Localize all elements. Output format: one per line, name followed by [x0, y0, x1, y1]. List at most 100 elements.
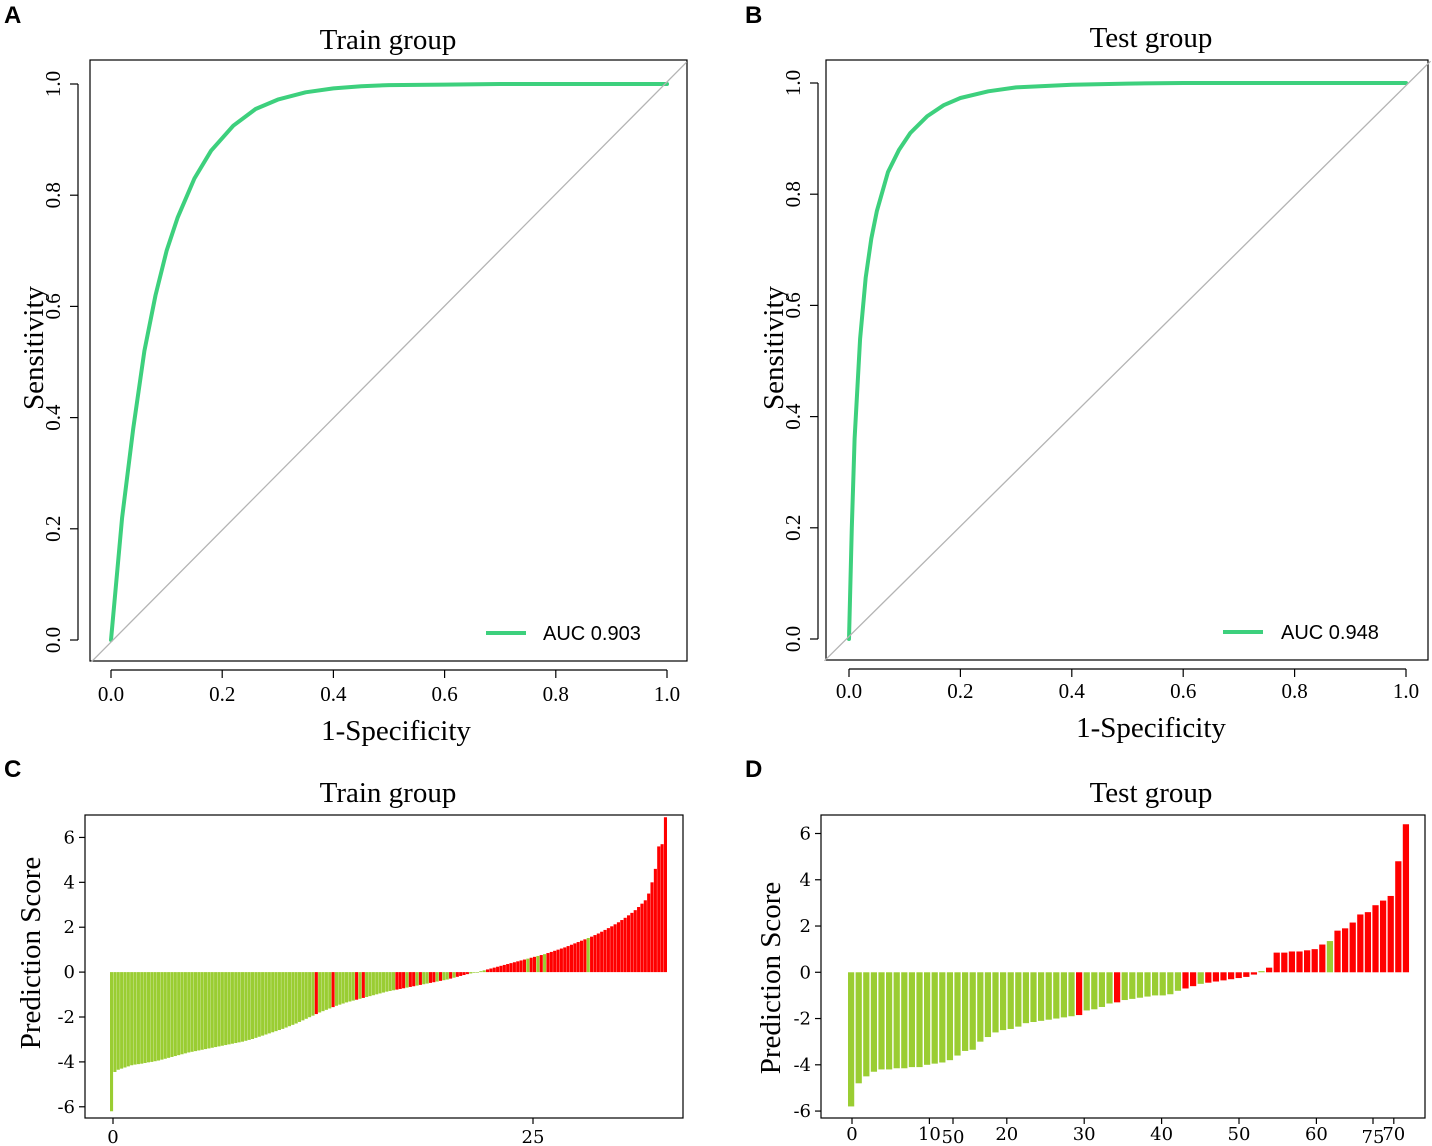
bar	[274, 972, 278, 1032]
bar	[984, 972, 992, 1038]
bar	[954, 972, 961, 1056]
bar	[610, 926, 614, 973]
bar	[886, 972, 893, 1070]
bar	[133, 972, 137, 1065]
bar	[1167, 972, 1174, 995]
bar	[543, 954, 547, 973]
bar	[1030, 972, 1037, 1023]
x-tick-label: 0.2	[209, 682, 235, 706]
bar	[180, 972, 184, 1055]
bar	[526, 958, 530, 973]
bar	[536, 955, 540, 973]
bar	[381, 972, 386, 993]
x-tick-label: 0.6	[1170, 679, 1196, 703]
bar	[234, 972, 238, 1044]
panel-a-roc-curve	[109, 82, 669, 642]
x-tick-label: 0.8	[1281, 679, 1307, 703]
bar	[630, 912, 634, 973]
bar	[576, 942, 580, 973]
x-tick-label: 0.0	[836, 679, 862, 703]
panel-a-x-axis-label: 1-Specificity	[321, 715, 471, 747]
bar	[190, 972, 194, 1052]
bar	[355, 972, 359, 1000]
panel-a-title: Train group	[320, 24, 457, 56]
bar	[1288, 951, 1296, 973]
bar	[1174, 972, 1182, 991]
x-tick-label: 50	[1228, 1124, 1251, 1145]
bar	[240, 972, 245, 1042]
y-tick-label: 0.0	[781, 626, 805, 652]
bar	[1281, 952, 1288, 973]
bar	[408, 972, 412, 987]
bar	[1114, 972, 1121, 1003]
bar	[1182, 972, 1189, 989]
bar	[553, 950, 557, 973]
bar	[1038, 972, 1045, 1021]
panel-a-plot-frame	[89, 59, 688, 662]
bar	[173, 972, 177, 1057]
bar	[187, 972, 191, 1053]
bar	[281, 972, 285, 1029]
bar	[532, 956, 537, 973]
bar	[304, 972, 308, 1019]
bar	[596, 933, 600, 973]
panel-d-y-axis-label: Prediction Score	[755, 882, 787, 1074]
x-tick-label: 40	[1150, 1124, 1173, 1145]
bar	[160, 972, 164, 1060]
bar	[462, 972, 466, 976]
bar	[1273, 952, 1280, 973]
bar	[140, 972, 144, 1064]
bar	[287, 972, 292, 1027]
bar	[647, 893, 651, 973]
bar	[489, 968, 493, 973]
bar	[224, 972, 228, 1046]
bar	[126, 972, 130, 1067]
panel-b-reference-line	[824, 60, 1431, 662]
bar	[1235, 972, 1242, 979]
bar	[1152, 972, 1159, 996]
x-tick-label: 1.0	[1393, 679, 1419, 703]
y-tick-label: 6	[800, 824, 811, 845]
x-tick-label: 10	[918, 1124, 941, 1145]
bar	[586, 938, 590, 973]
bar	[200, 972, 204, 1050]
bar	[640, 903, 644, 973]
bar	[385, 972, 389, 992]
x-tick-label: 0	[846, 1124, 857, 1145]
bar	[566, 946, 570, 973]
bar	[237, 972, 241, 1043]
x-tick-label: 0.4	[320, 682, 347, 706]
bar	[324, 972, 328, 1010]
bar	[398, 972, 402, 989]
y-tick-label: 1.0	[781, 70, 805, 96]
bar	[341, 972, 345, 1004]
panel-c: C Train group 0255075100125150 -6-4-2024…	[4, 756, 1385, 1146]
panel-b-x-axis-label: 1-Specificity	[1076, 712, 1226, 744]
bar	[603, 929, 607, 973]
bar	[351, 972, 355, 1001]
bar	[660, 844, 664, 973]
panel-b-plot-frame	[825, 59, 1429, 661]
y-tick-label: 0	[800, 962, 811, 983]
x-tick-label: 75	[1362, 1127, 1385, 1146]
bar	[977, 972, 984, 1042]
bar	[438, 972, 443, 981]
bar	[1022, 972, 1030, 1024]
bar	[405, 972, 409, 988]
bar	[1190, 972, 1197, 987]
bar	[375, 972, 379, 995]
bar	[257, 972, 261, 1037]
y-tick-label: -2	[57, 1007, 75, 1028]
x-tick-label: 0.2	[947, 679, 973, 703]
panel-a-legend-label: AUC 0.903	[543, 623, 641, 645]
bar	[432, 972, 436, 983]
bar	[969, 972, 976, 1050]
bar	[1402, 824, 1410, 973]
bar	[120, 972, 124, 1069]
bar	[415, 972, 419, 986]
bar	[663, 817, 667, 973]
bar	[1334, 930, 1341, 973]
y-tick-label: -4	[57, 1052, 75, 1073]
panel-b-legend-label: AUC 0.948	[1281, 622, 1379, 644]
bar	[946, 972, 954, 1061]
